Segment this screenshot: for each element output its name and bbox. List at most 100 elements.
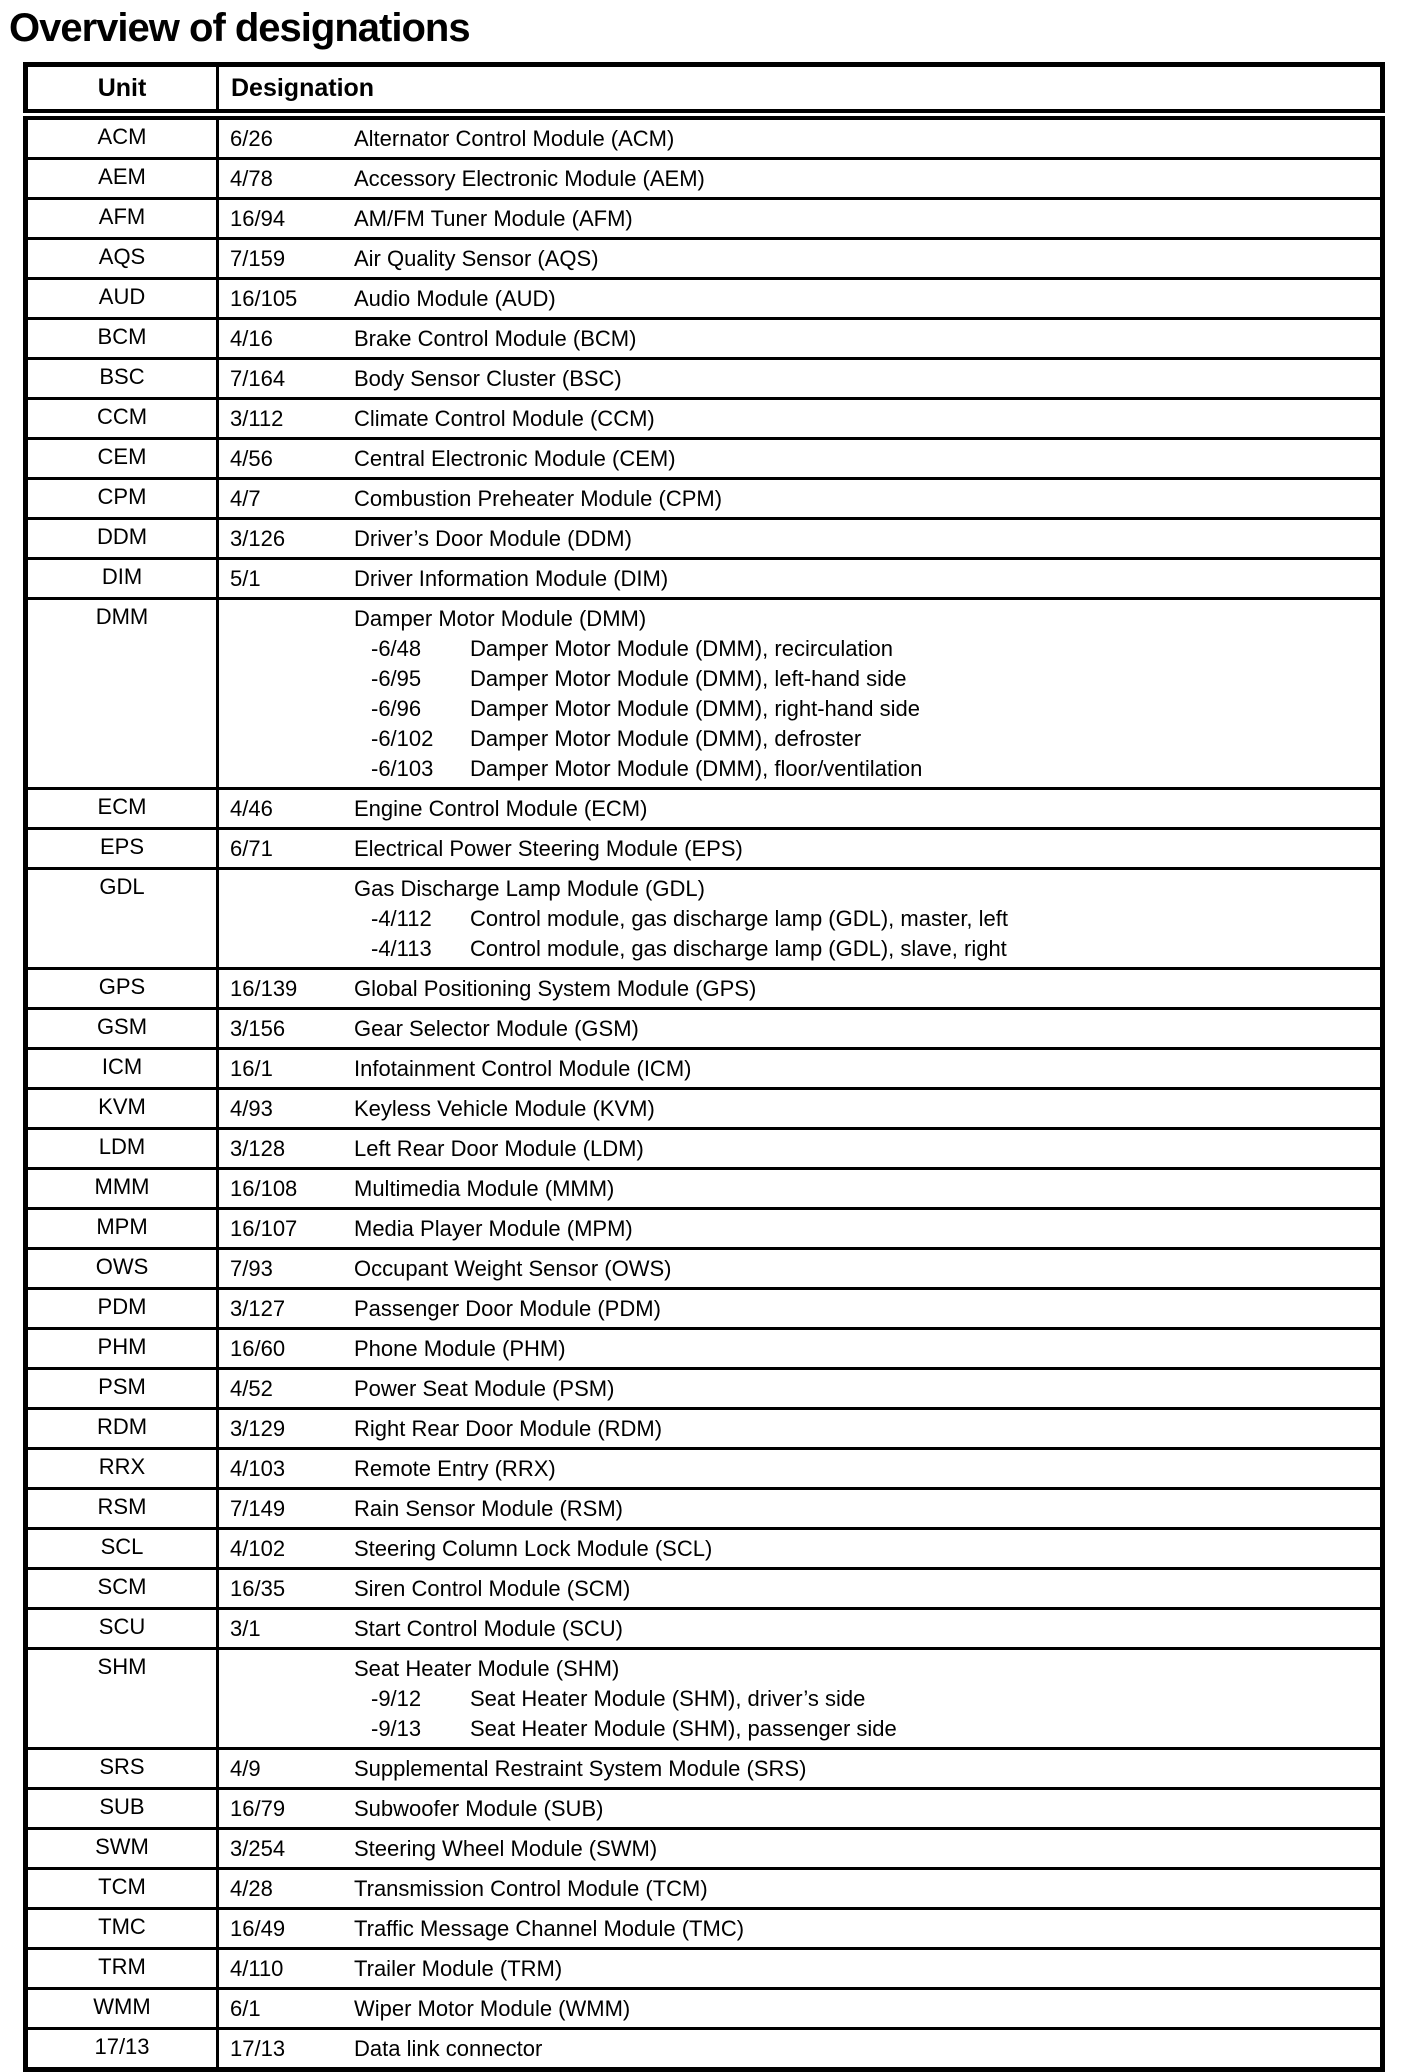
table-row: WMM 6/1 Wiper Motor Module (WMM) <box>24 1987 1384 2030</box>
component-description: Media Player Module (MPM) <box>354 1216 633 1241</box>
designation-subline: -6/102 Damper Motor Module (DMM), defrost… <box>230 724 1374 754</box>
table-row: DDM 3/126 Driver’s Door Module (DDM) <box>24 517 1384 560</box>
designation-cell: 3/1 Start Control Module (SCU) <box>216 1607 1384 1650</box>
component-description: Alternator Control Module (ACM) <box>354 126 675 151</box>
unit-cell: CEM <box>24 437 219 480</box>
designation-cell: 3/112 Climate Control Module (CCM) <box>216 397 1384 440</box>
designation-line: 4/102 Steering Column Lock Module (SCL) <box>230 1534 1374 1564</box>
designation-cell: 17/13 Data link connector <box>216 2027 1384 2071</box>
component-ref: 4/16 <box>230 326 273 351</box>
component-ref: 4/46 <box>230 796 273 821</box>
component-description: Multimedia Module (MMM) <box>354 1176 615 1201</box>
component-ref: 4/52 <box>230 1376 273 1401</box>
designation-cell: 6/26 Alternator Control Module (ACM) <box>216 113 1384 160</box>
table-row: RSM 7/149 Rain Sensor Module (RSM) <box>24 1487 1384 1530</box>
unit-cell: DDM <box>24 517 219 560</box>
designation-subline: -6/48 Damper Motor Module (DMM), recircul… <box>230 634 1374 664</box>
component-ref: 16/139 <box>230 976 298 1001</box>
designation-line: 4/7 Combustion Preheater Module (CPM) <box>230 484 1374 514</box>
unit-cell: AUD <box>24 277 219 320</box>
designation-cell: 3/126 Driver’s Door Module (DDM) <box>216 517 1384 560</box>
component-ref: -6/103 <box>371 756 434 781</box>
component-description: Power Seat Module (PSM) <box>354 1376 615 1401</box>
component-description: Accessory Electronic Module (AEM) <box>354 166 705 191</box>
designation-line: 3/128 Left Rear Door Module (LDM) <box>230 1134 1374 1164</box>
designation-cell: 3/127 Passenger Door Module (PDM) <box>216 1287 1384 1330</box>
table-row: SUB 16/79 Subwoofer Module (SUB) <box>24 1787 1384 1830</box>
designation-subline: -4/113 Control module, gas discharge lamp… <box>230 934 1374 964</box>
component-ref: 16/49 <box>230 1916 286 1941</box>
component-description: Siren Control Module (SCM) <box>354 1576 631 1601</box>
designation-line: 4/16 Brake Control Module (BCM) <box>230 324 1374 354</box>
designation-line: 3/1 Start Control Module (SCU) <box>230 1614 1374 1644</box>
designation-cell: 16/60 Phone Module (PHM) <box>216 1327 1384 1370</box>
designation-line: 4/52 Power Seat Module (PSM) <box>230 1374 1374 1404</box>
component-description: Damper Motor Module (DMM), floor/ventila… <box>470 756 923 781</box>
designation-cell: 16/79 Subwoofer Module (SUB) <box>216 1787 1384 1830</box>
component-ref: 4/7 <box>230 486 261 511</box>
component-description: Subwoofer Module (SUB) <box>354 1796 604 1821</box>
component-description: Supplemental Restraint System Module (SR… <box>354 1756 807 1781</box>
component-ref: 7/149 <box>230 1496 286 1521</box>
designation-cell: 7/93 Occupant Weight Sensor (OWS) <box>216 1247 1384 1290</box>
table-row: GSM 3/156 Gear Selector Module (GSM) <box>24 1007 1384 1050</box>
table-row: BSC 7/164 Body Sensor Cluster (BSC) <box>24 357 1384 400</box>
component-ref: 7/93 <box>230 1256 273 1281</box>
designation-cell: Gas Discharge Lamp Module (GDL) -4/112 Con… <box>216 867 1384 970</box>
component-ref: -4/112 <box>371 906 432 931</box>
unit-cell: EPS <box>24 827 219 870</box>
component-description: Trailer Module (TRM) <box>354 1956 563 1981</box>
component-ref: -4/113 <box>371 936 432 961</box>
component-description: Seat Heater Module (SHM) <box>354 1656 620 1681</box>
table-row: PHM 16/60 Phone Module (PHM) <box>24 1327 1384 1370</box>
table-row: SCU 3/1 Start Control Module (SCU) <box>24 1607 1384 1650</box>
unit-cell: OWS <box>24 1247 219 1290</box>
unit-cell: PDM <box>24 1287 219 1330</box>
designation-line: 17/13 Data link connector <box>230 2034 1374 2064</box>
designation-line: 16/79 Subwoofer Module (SUB) <box>230 1794 1374 1824</box>
component-ref: 6/1 <box>230 1996 261 2021</box>
table-row: ICM 16/1 Infotainment Control Module (ICM) <box>24 1047 1384 1090</box>
unit-cell: PHM <box>24 1327 219 1370</box>
designation-cell: Seat Heater Module (SHM) -9/12 Seat Heater… <box>216 1647 1384 1750</box>
designation-line: 3/254 Steering Wheel Module (SWM) <box>230 1834 1374 1864</box>
component-description: Gas Discharge Lamp Module (GDL) <box>354 876 705 901</box>
unit-cell: GPS <box>24 967 219 1010</box>
component-ref: 3/127 <box>230 1296 286 1321</box>
table-row: TMC 16/49 Traffic Message Channel Module (… <box>24 1907 1384 1950</box>
component-description: Body Sensor Cluster (BSC) <box>354 366 622 391</box>
designation-cell: 4/9 Supplemental Restraint System Module … <box>216 1747 1384 1790</box>
designation-cell: 4/52 Power Seat Module (PSM) <box>216 1367 1384 1410</box>
unit-cell: CPM <box>24 477 219 520</box>
unit-cell: RRX <box>24 1447 219 1490</box>
component-description: Audio Module (AUD) <box>354 286 556 311</box>
component-ref: 6/71 <box>230 836 273 861</box>
unit-cell: KVM <box>24 1087 219 1130</box>
designation-line: 4/103 Remote Entry (RRX) <box>230 1454 1374 1484</box>
designation-cell: 7/164 Body Sensor Cluster (BSC) <box>216 357 1384 400</box>
component-description: Electrical Power Steering Module (EPS) <box>354 836 743 861</box>
unit-cell: RSM <box>24 1487 219 1530</box>
designation-line: 3/126 Driver’s Door Module (DDM) <box>230 524 1374 554</box>
unit-column-header: Unit <box>24 63 219 120</box>
designation-line: 4/28 Transmission Control Module (TCM) <box>230 1874 1374 1904</box>
header-row: Unit Designation <box>24 63 1384 120</box>
component-ref: 4/78 <box>230 166 273 191</box>
component-ref: -9/13 <box>371 1716 422 1741</box>
designation-cell: 4/78 Accessory Electronic Module (AEM) <box>216 157 1384 200</box>
component-ref: 4/9 <box>230 1756 261 1781</box>
component-ref: 16/79 <box>230 1796 286 1821</box>
unit-cell: CCM <box>24 397 219 440</box>
component-description: Control module, gas discharge lamp (GDL)… <box>470 906 1009 931</box>
component-description: Traffic Message Channel Module (TMC) <box>354 1916 745 1941</box>
unit-cell: DIM <box>24 557 219 600</box>
unit-cell: SCU <box>24 1607 219 1650</box>
designation-cell: 3/156 Gear Selector Module (GSM) <box>216 1007 1384 1050</box>
designation-line: 16/49 Traffic Message Channel Module (TMC… <box>230 1914 1374 1944</box>
designation-line: 16/1 Infotainment Control Module (ICM) <box>230 1054 1374 1084</box>
designation-cell: 16/49 Traffic Message Channel Module (TMC… <box>216 1907 1384 1950</box>
unit-cell: SCL <box>24 1527 219 1570</box>
component-ref: 16/94 <box>230 206 286 231</box>
table-row: CEM 4/56 Central Electronic Module (CEM) <box>24 437 1384 480</box>
designation-cell: 4/7 Combustion Preheater Module (CPM) <box>216 477 1384 520</box>
